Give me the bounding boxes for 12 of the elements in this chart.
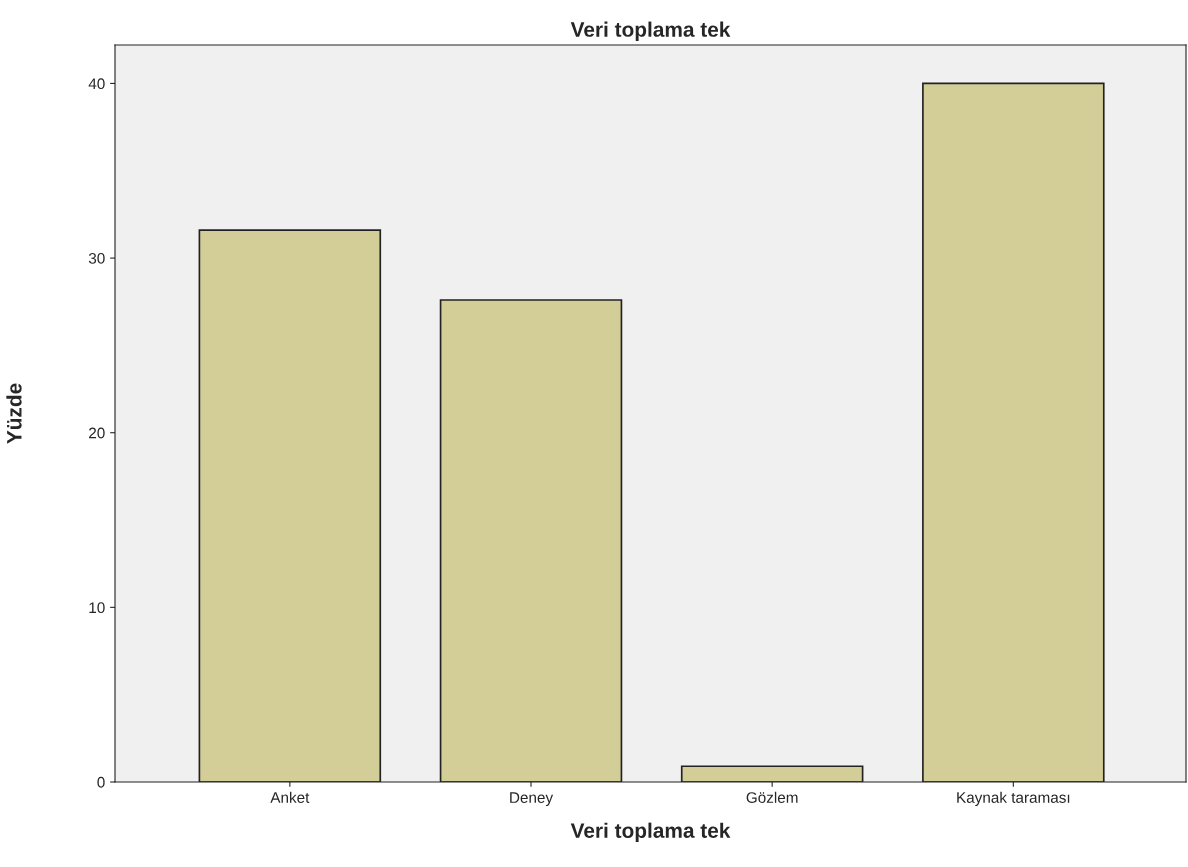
x-tick-label: Anket (270, 791, 310, 803)
y-tick-label: 30 (88, 252, 105, 264)
y-tick-label: 0 (97, 776, 105, 788)
y-axis-title: Yüzde (6, 383, 22, 444)
x-tick-label: Gözlem (746, 791, 798, 803)
x-tick-label: Deney (510, 792, 554, 806)
y-tick-label: 10 (89, 602, 105, 614)
y-tick-label: 40 (88, 78, 105, 90)
chart-title: Veri toplama tek (570, 21, 731, 41)
x-tick-label: Kaynak taraması (957, 791, 1070, 806)
y-tick-label: 20 (89, 427, 105, 439)
x-axis-title: Veri toplama tek (570, 822, 731, 843)
